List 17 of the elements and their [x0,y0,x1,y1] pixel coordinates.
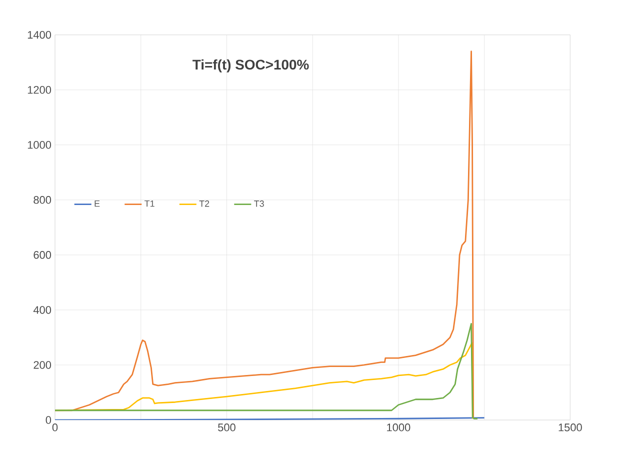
x-tick-label: 500 [218,424,236,432]
legend-label: E [94,200,100,207]
y-tick-label: 200 [34,361,52,369]
text: Ti=f(t) SOC>100% [192,59,309,72]
y-tick-label: 1400 [28,30,52,39]
y-tick-label: 1200 [28,86,52,94]
y-tick-label: 400 [33,306,52,314]
x-tick-label: 1500 [558,424,582,432]
legend-label: T3 [254,200,264,207]
y-tick-label: 800 [34,196,52,204]
y-tick-label: 600 [34,251,52,259]
legend-label: T1 [144,200,154,207]
y-tick-label: 0 [46,416,52,424]
y-tick-label: 1000 [28,141,52,149]
legend-label: T2 [199,200,210,207]
x-tick-label: 1000 [387,424,410,432]
x-tick-label: 0 [52,424,58,432]
